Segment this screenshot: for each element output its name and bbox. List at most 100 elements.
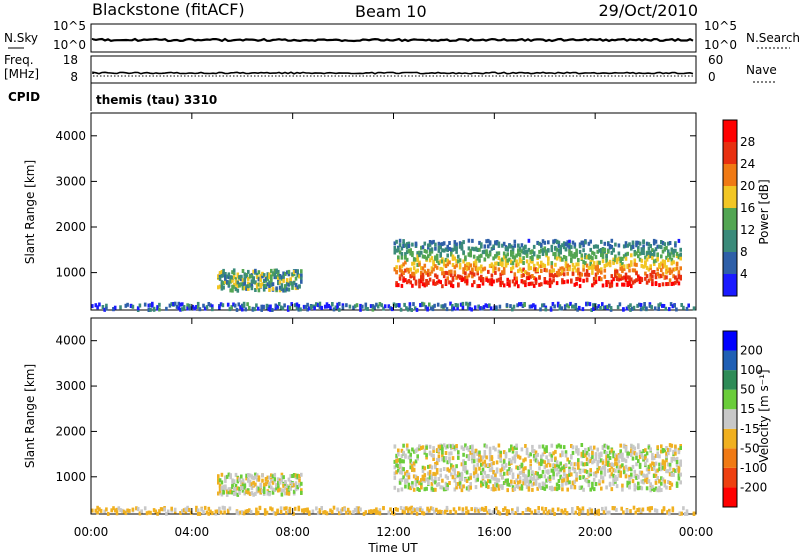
nsearch-label: N.Search [746,31,800,45]
data-point [442,271,446,276]
data-point [538,466,541,471]
data-point [591,256,594,261]
data-point [416,251,419,256]
data-point [580,240,584,245]
data-point [300,279,303,284]
data-point [412,507,415,512]
data-point [228,307,232,312]
data-point [510,468,513,473]
data-point [548,452,552,457]
data-point [428,302,431,307]
data-point [225,274,229,279]
colorbar-segment [723,331,737,351]
data-point [522,246,525,251]
data-point [458,481,462,486]
data-point [488,278,492,283]
data-point [485,249,488,254]
data-point [404,255,407,260]
data-point [188,306,191,311]
data-point [481,278,485,282]
data-point [348,304,352,309]
data-point [522,481,525,486]
data-point [271,282,275,287]
data-point [559,467,562,472]
data-point [617,251,621,256]
data-point [495,506,498,511]
data-point [492,244,495,249]
data-point [218,483,222,488]
data-point [501,485,504,490]
data-point [282,278,285,283]
data-point [112,506,115,511]
data-point [402,467,405,472]
data-point [450,444,453,449]
data-point [624,243,628,248]
data-point [398,478,402,483]
data-point [402,276,405,281]
x-tick-label: 08:00 [275,525,310,539]
data-point [474,247,478,252]
data-point [536,254,539,259]
data-point [580,272,584,277]
data-point [660,467,663,472]
data-point [266,282,270,287]
data-point [622,282,626,287]
data-point [592,307,595,311]
data-point [547,476,550,481]
data-point [465,281,469,286]
data-point [654,258,658,263]
data-point [179,302,182,307]
data-point [294,269,298,274]
data-point [159,507,163,512]
data-point [405,306,408,311]
data-point [531,470,534,475]
data-point [621,276,624,281]
nave-label: Nave [746,63,777,77]
data-point [525,253,529,258]
data-point [487,238,490,243]
data-point [398,470,402,475]
data-point [294,483,298,488]
data-point [631,479,635,484]
data-point [437,448,441,453]
data-point [578,469,582,474]
data-point [601,476,605,481]
data-point [490,475,494,480]
data-point [596,260,599,265]
data-point [394,507,398,512]
data-point [271,507,274,512]
data-point [485,251,488,256]
data-point [511,250,515,255]
data-point [614,461,617,466]
data-point [601,250,605,255]
colorbar-tick-label: 50 [740,383,755,397]
data-point [594,265,598,270]
data-point [465,275,469,280]
data-point [400,264,404,269]
data-point [241,278,245,283]
data-point [488,508,491,513]
data-point [631,268,635,273]
data-point [439,468,442,473]
data-point [486,510,489,515]
data-point [515,452,518,457]
data-point [638,462,642,467]
data-point [520,273,524,278]
data-point [674,468,677,473]
data-point [673,303,676,308]
data-point [501,475,504,480]
data-point [532,453,536,458]
data-point [480,264,483,269]
data-point [475,507,479,512]
data-point [427,478,430,483]
data-point [462,467,465,472]
data-point [480,242,483,247]
data-point [469,270,472,275]
data-point [427,272,430,277]
data-point [642,455,645,460]
data-point [421,245,425,250]
data-point [661,303,664,308]
data-point [231,278,234,283]
data-point [652,249,656,254]
data-point [478,266,481,271]
